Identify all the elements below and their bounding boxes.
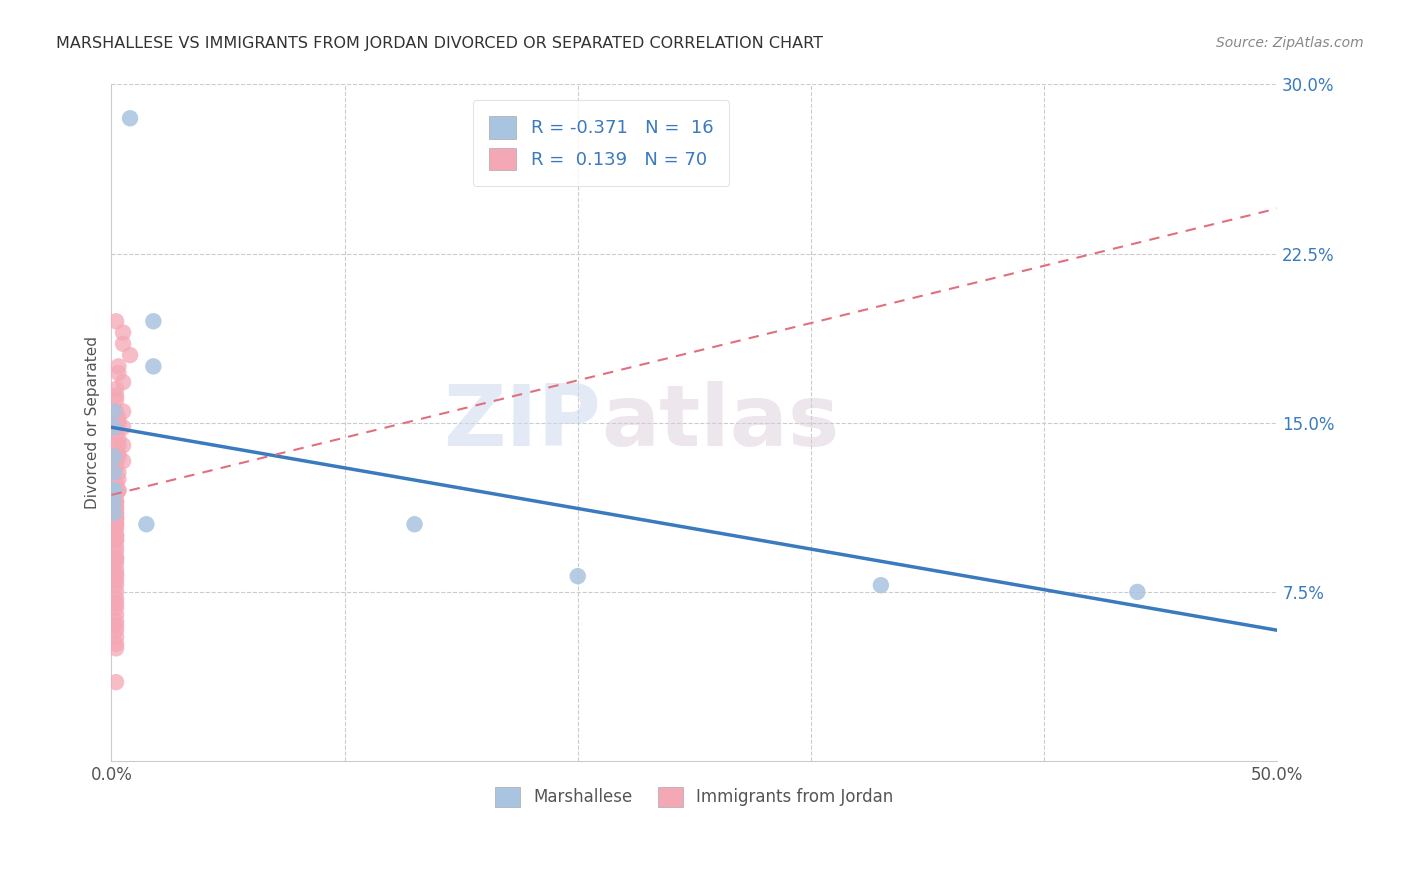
Point [112, 336, 135, 351]
Point [105, 522, 128, 536]
Point [105, 476, 128, 491]
Point [105, 551, 128, 566]
Point [103, 506, 125, 520]
Point [105, 510, 128, 524]
Point [112, 438, 135, 452]
Point [107, 472, 129, 486]
Point [1126, 585, 1149, 599]
Point [870, 578, 893, 592]
Point [107, 411, 129, 425]
Point [105, 556, 128, 570]
Point [105, 544, 128, 558]
Point [105, 637, 128, 651]
Point [105, 382, 128, 396]
Point [105, 566, 128, 581]
Point [107, 450, 129, 464]
Point [105, 574, 128, 588]
Point [107, 416, 129, 430]
Point [103, 494, 125, 508]
Point [135, 517, 157, 532]
Point [105, 578, 128, 592]
Point [107, 359, 129, 374]
Point [105, 517, 128, 532]
Point [103, 420, 125, 434]
Point [105, 456, 128, 470]
Point [105, 506, 128, 520]
Point [107, 466, 129, 480]
Point [107, 432, 129, 446]
Point [103, 404, 125, 418]
Point [105, 591, 128, 606]
Point [105, 442, 128, 457]
Point [105, 533, 128, 547]
Point [567, 569, 589, 583]
Point [105, 641, 128, 656]
Point [107, 483, 129, 498]
Point [105, 614, 128, 628]
Point [105, 569, 128, 583]
Legend: Marshallese, Immigrants from Jordan: Marshallese, Immigrants from Jordan [489, 780, 900, 814]
Point [142, 359, 165, 374]
Point [105, 420, 128, 434]
Point [120, 348, 142, 362]
Point [105, 506, 128, 520]
Point [105, 427, 128, 442]
Point [105, 510, 128, 524]
Point [105, 501, 128, 516]
Point [103, 483, 125, 498]
Point [105, 528, 128, 542]
Point [112, 326, 135, 340]
Point [105, 517, 128, 532]
Point [105, 619, 128, 633]
Point [105, 630, 128, 644]
Point [112, 454, 135, 468]
Point [105, 562, 128, 576]
Point [103, 483, 125, 498]
Point [105, 389, 128, 403]
Point [107, 483, 129, 498]
Point [105, 551, 128, 566]
Point [112, 404, 135, 418]
Point [105, 404, 128, 418]
Point [105, 607, 128, 622]
Y-axis label: Divorced or Separated: Divorced or Separated [86, 336, 100, 509]
Point [105, 596, 128, 610]
Point [105, 500, 128, 514]
Point [105, 494, 128, 508]
Point [105, 585, 128, 599]
Text: MARSHALLESE VS IMMIGRANTS FROM JORDAN DIVORCED OR SEPARATED CORRELATION CHART: MARSHALLESE VS IMMIGRANTS FROM JORDAN DI… [56, 36, 824, 51]
Point [105, 533, 128, 547]
Point [103, 466, 125, 480]
Point [105, 624, 128, 638]
Point [105, 513, 128, 527]
Text: atlas: atlas [602, 381, 839, 464]
Point [112, 420, 135, 434]
Point [107, 438, 129, 452]
Point [105, 488, 128, 502]
Text: Source: ZipAtlas.com: Source: ZipAtlas.com [1216, 36, 1364, 50]
Point [105, 314, 128, 328]
Text: ZIP: ZIP [443, 381, 602, 464]
Point [105, 528, 128, 542]
Point [105, 393, 128, 408]
Point [105, 461, 128, 475]
Point [105, 675, 128, 690]
Point [107, 366, 129, 380]
Point [105, 540, 128, 554]
Point [120, 112, 142, 126]
Point [107, 447, 129, 461]
Point [112, 375, 135, 389]
Point [105, 600, 128, 615]
Point [404, 517, 426, 532]
Point [103, 450, 125, 464]
Point [105, 494, 128, 508]
Point [142, 314, 165, 328]
